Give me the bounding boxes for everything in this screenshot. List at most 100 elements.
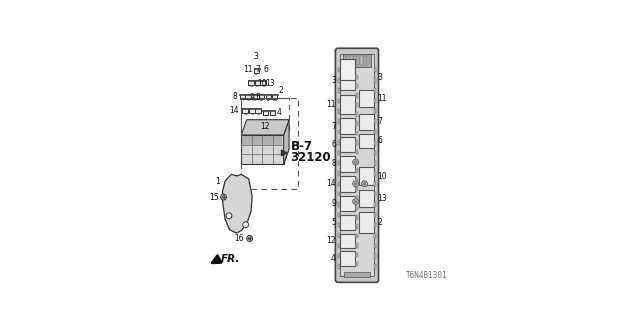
Bar (340, 138, 355, 152)
Bar (356, 121, 358, 126)
Bar (253, 68, 260, 69)
Bar (356, 262, 358, 266)
Bar (356, 84, 358, 88)
Bar (374, 130, 376, 134)
Text: 6: 6 (331, 140, 336, 149)
Circle shape (353, 198, 358, 204)
Bar (339, 233, 340, 238)
Bar (339, 140, 340, 145)
Polygon shape (284, 120, 289, 164)
Bar (339, 223, 340, 228)
Bar (259, 94, 264, 95)
Bar (356, 140, 358, 145)
Bar (339, 150, 340, 155)
Bar (255, 80, 260, 81)
Bar (354, 56, 356, 65)
Bar (374, 223, 376, 228)
Text: 3: 3 (378, 73, 383, 82)
Bar (374, 109, 376, 114)
Text: 2: 2 (278, 86, 283, 95)
Bar (356, 234, 358, 238)
Circle shape (362, 181, 367, 187)
Bar (374, 233, 376, 238)
Bar (339, 202, 340, 207)
Bar (340, 234, 355, 248)
Text: 15: 15 (209, 193, 219, 202)
Bar (251, 94, 257, 95)
Bar (374, 192, 376, 196)
Bar (239, 94, 245, 95)
Bar (340, 59, 355, 80)
Bar (339, 109, 340, 114)
Text: 10: 10 (378, 172, 387, 180)
Circle shape (246, 236, 253, 241)
Bar (266, 94, 271, 95)
Bar (374, 244, 376, 248)
Bar (246, 94, 251, 99)
Bar (359, 190, 374, 207)
Text: 16: 16 (234, 234, 244, 243)
Text: 13: 13 (378, 194, 387, 203)
Text: T6N4B1301: T6N4B1301 (406, 271, 447, 280)
Bar (339, 161, 340, 165)
Text: 13: 13 (266, 79, 275, 88)
FancyBboxPatch shape (335, 48, 378, 282)
Bar (339, 88, 340, 93)
Bar (260, 80, 266, 81)
Circle shape (221, 194, 227, 200)
Bar (374, 171, 376, 176)
Text: 6: 6 (264, 65, 269, 74)
Bar (344, 272, 370, 277)
Bar (255, 108, 261, 109)
Bar (374, 150, 376, 155)
Bar (255, 80, 260, 85)
Text: FR.: FR. (221, 254, 240, 264)
Bar (245, 94, 251, 95)
Bar (339, 119, 340, 124)
Circle shape (353, 181, 358, 187)
Bar (343, 54, 371, 67)
Text: 12: 12 (260, 122, 270, 131)
Bar (339, 171, 340, 176)
Text: 7: 7 (255, 65, 260, 74)
Bar (357, 56, 360, 65)
Bar (356, 93, 358, 98)
Bar (374, 78, 376, 83)
Bar (374, 202, 376, 207)
Text: 5: 5 (255, 93, 260, 102)
Bar (339, 130, 340, 134)
Bar (241, 135, 284, 164)
Bar (356, 224, 358, 229)
Text: 3: 3 (331, 76, 336, 85)
Bar (272, 94, 278, 95)
Circle shape (355, 182, 357, 185)
Bar (340, 176, 355, 192)
Text: 10: 10 (257, 79, 267, 88)
Bar (339, 181, 340, 186)
Bar (243, 108, 248, 113)
Bar (239, 94, 245, 99)
Bar (340, 251, 355, 266)
Bar (266, 94, 271, 99)
Circle shape (222, 196, 225, 198)
Text: 4: 4 (276, 108, 281, 117)
Bar (359, 212, 374, 233)
Bar (339, 244, 340, 248)
Text: 2: 2 (378, 218, 382, 227)
Bar (259, 94, 264, 99)
Bar (374, 264, 376, 269)
Text: 6: 6 (378, 136, 383, 145)
Bar (374, 161, 376, 165)
Bar (241, 98, 298, 189)
Circle shape (355, 161, 357, 163)
Bar (243, 136, 282, 145)
Bar (344, 56, 346, 65)
Bar (248, 80, 254, 85)
Bar (356, 178, 358, 182)
Bar (340, 196, 355, 211)
Bar (262, 110, 268, 115)
Bar (252, 94, 257, 99)
Circle shape (364, 182, 365, 185)
Bar (340, 215, 355, 230)
Bar (350, 56, 353, 65)
